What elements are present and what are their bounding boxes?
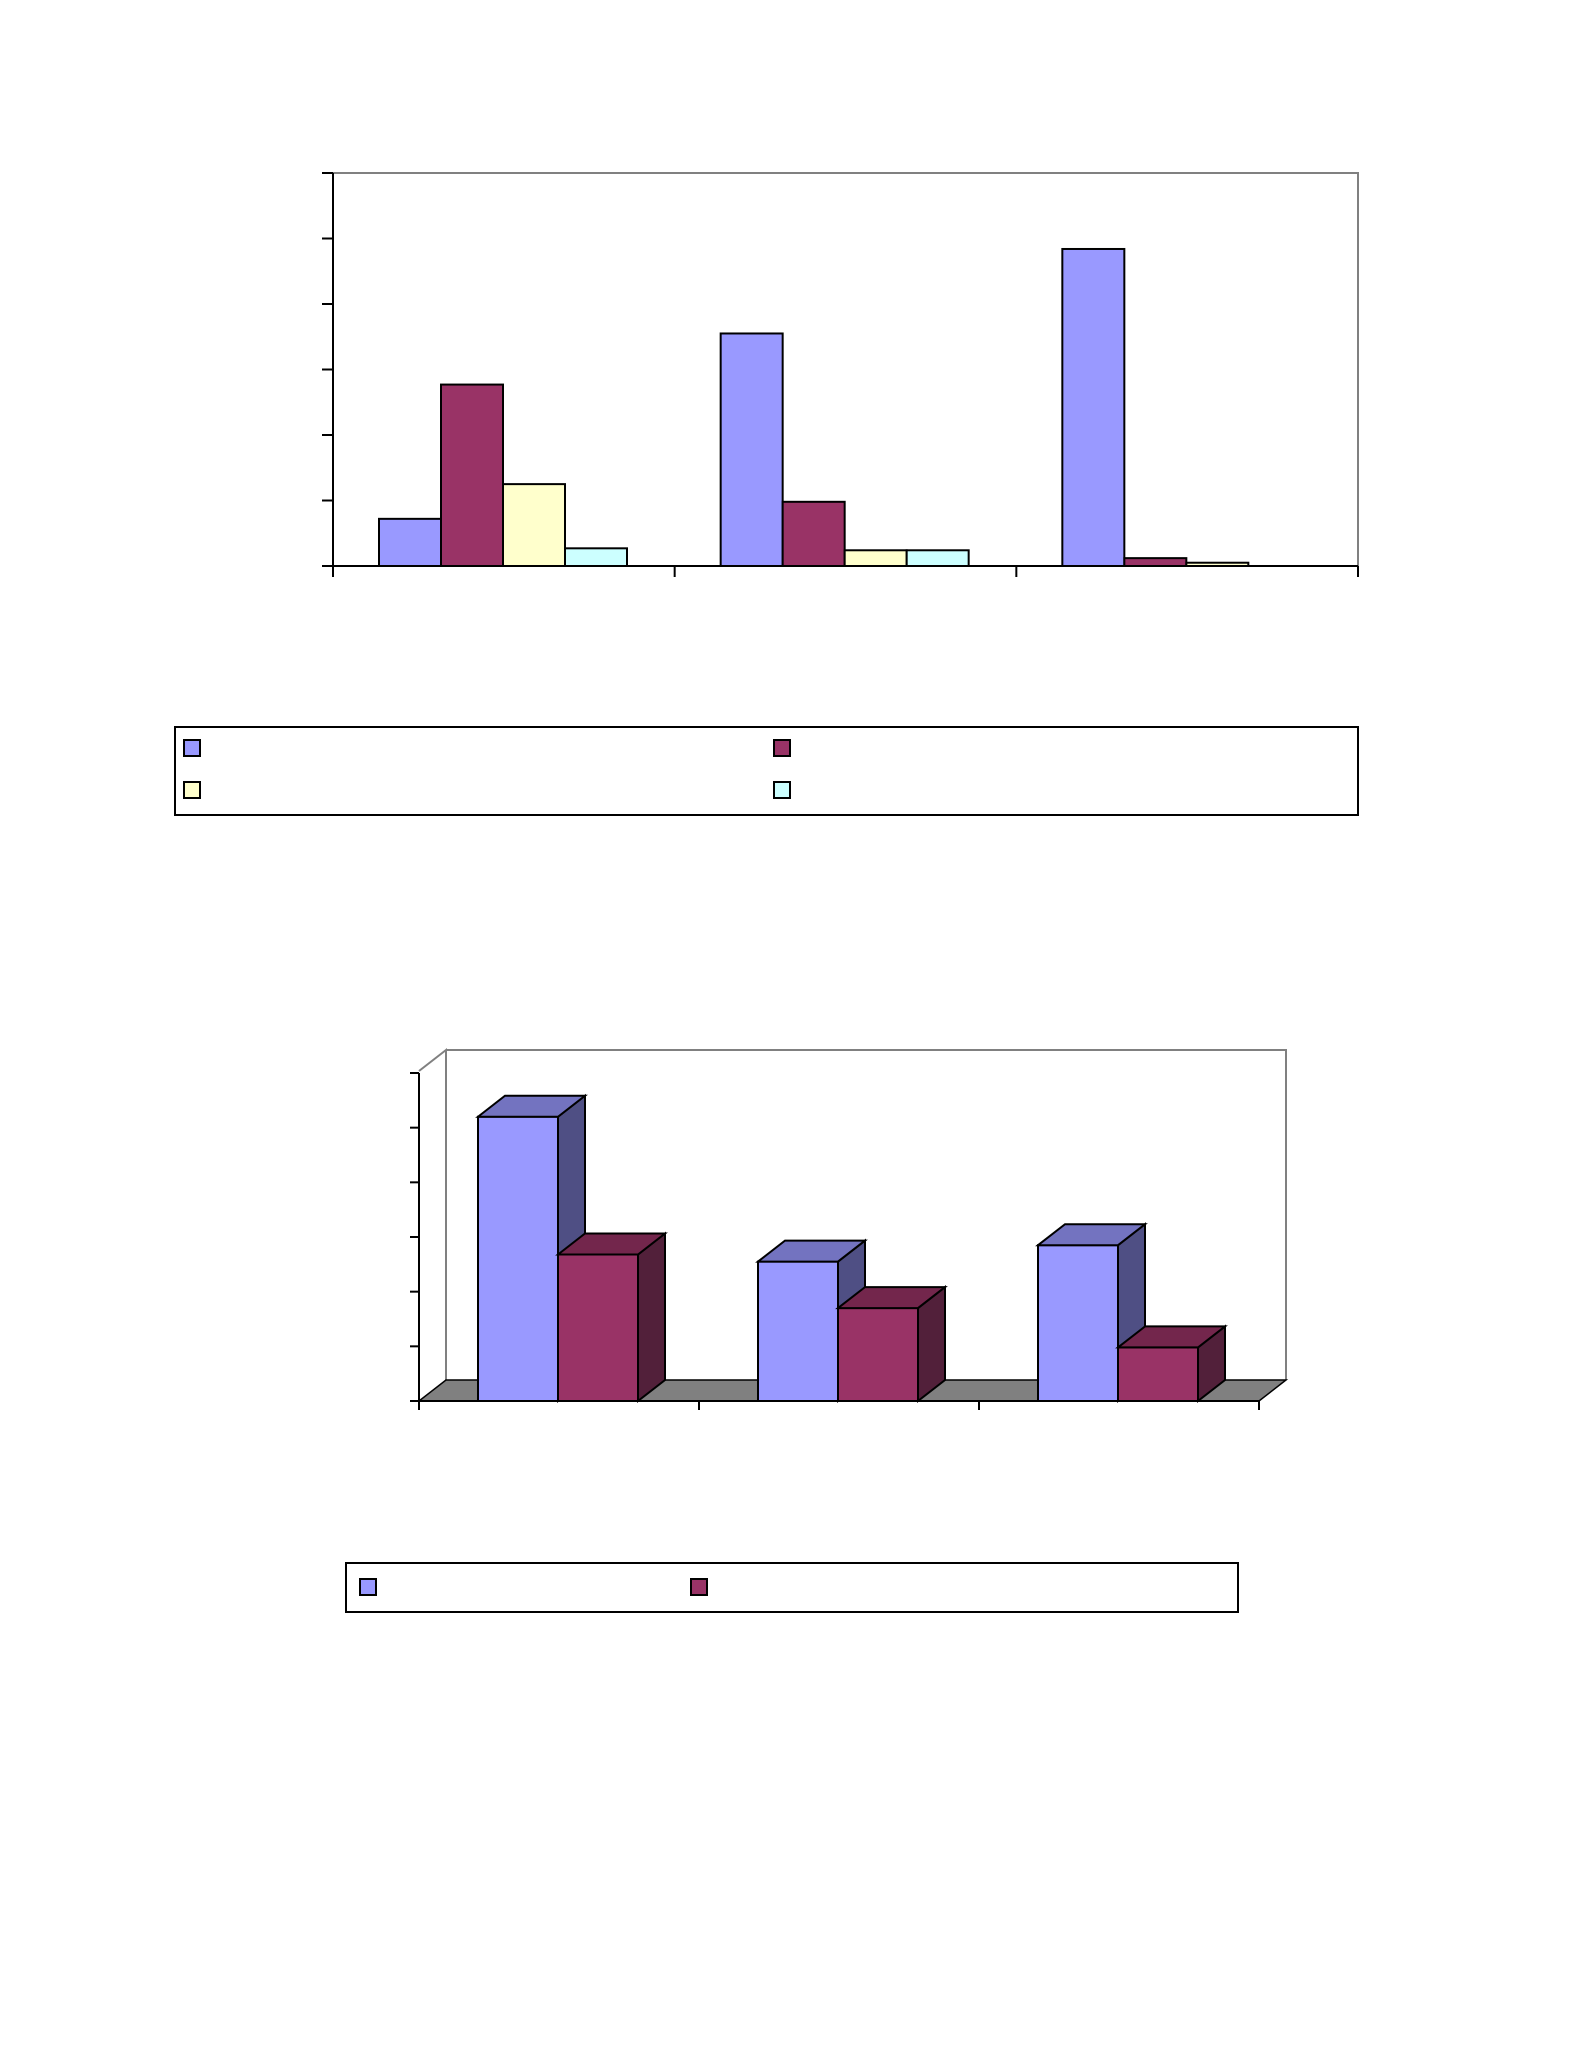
chart-2-back-wall xyxy=(446,1049,1287,1380)
chart-2-bar-front xyxy=(557,1253,639,1402)
chart-2-bar-front xyxy=(837,1307,919,1402)
chart-2-bar-top xyxy=(1115,1325,1228,1349)
chart-2-legend-box xyxy=(345,1562,1239,1613)
chart-2-bar-top xyxy=(755,1239,868,1263)
chart-2-bar-side xyxy=(637,1231,666,1404)
chart-2-bar-front xyxy=(1037,1244,1119,1402)
chart-1-legend xyxy=(174,726,1359,816)
chart-2-3d-bar xyxy=(410,1047,1289,1410)
chart-2-bar-top xyxy=(475,1094,588,1118)
chart-1-legend-box xyxy=(174,726,1359,816)
chart-1-clustered-bar xyxy=(322,172,1359,577)
chart-1-bar xyxy=(719,332,784,567)
chart-2-legend-swatch xyxy=(690,1578,708,1596)
chart-1-bar xyxy=(1061,247,1126,567)
chart-2-side-wall xyxy=(418,1047,447,1380)
chart-2-bar-front xyxy=(757,1260,839,1402)
chart-1-bar xyxy=(502,483,566,567)
chart-2-bar-front xyxy=(1117,1346,1199,1402)
chart-1-bar xyxy=(781,500,846,567)
chart-2-bar-top xyxy=(835,1286,948,1310)
chart-1-bar xyxy=(564,547,628,568)
chart-1-legend-swatch xyxy=(773,781,791,799)
chart-1-bar xyxy=(843,549,908,568)
chart-2-legend-swatch xyxy=(359,1578,377,1596)
chart-2-bar-top xyxy=(1035,1223,1148,1247)
chart-1-legend-swatch xyxy=(773,739,791,757)
chart-2-bar-top xyxy=(555,1232,668,1256)
chart-1-legend-swatch xyxy=(183,739,201,757)
chart-1-bar xyxy=(905,549,970,568)
chart-1-bar xyxy=(378,517,442,568)
chart-1-legend-swatch xyxy=(183,781,201,799)
chart-1-bar xyxy=(1185,561,1250,567)
chart-1-bar xyxy=(440,383,504,567)
chart-1-bar xyxy=(1123,557,1188,568)
chart-2-bar-front xyxy=(477,1115,559,1402)
chart-2-legend xyxy=(345,1562,1239,1613)
